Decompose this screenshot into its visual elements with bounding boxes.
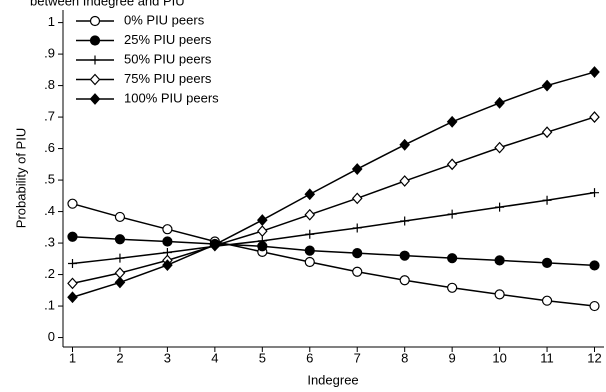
marker <box>589 260 600 271</box>
marker <box>494 97 505 109</box>
marker <box>542 195 552 205</box>
y-axis-label: Probability of PIU <box>13 128 28 228</box>
marker <box>114 276 126 289</box>
marker <box>305 229 315 239</box>
marker <box>257 214 268 226</box>
marker <box>115 253 125 263</box>
marker <box>399 175 410 187</box>
marker <box>257 236 267 246</box>
legend-label: 75% PIU peers <box>124 71 212 86</box>
marker <box>399 275 410 286</box>
marker <box>590 188 600 198</box>
marker <box>494 141 505 154</box>
marker <box>304 256 315 268</box>
marker <box>446 115 458 128</box>
y-tick-label: .5 <box>44 172 55 187</box>
y-tick-label: .1 <box>44 297 55 312</box>
x-tick-label: 7 <box>354 350 361 365</box>
y-tick-label: .8 <box>44 77 55 92</box>
marker <box>589 66 600 78</box>
legend-label: 50% PIU peers <box>124 51 212 66</box>
marker <box>399 138 410 151</box>
x-tick-label: 11 <box>540 350 554 365</box>
x-tick-label: 10 <box>492 350 506 365</box>
x-tick-label: 2 <box>116 350 123 365</box>
y-tick-label: .7 <box>44 109 55 124</box>
marker <box>304 245 315 256</box>
marker <box>352 248 363 259</box>
marker <box>541 126 553 139</box>
legend-marker <box>89 73 101 86</box>
marker <box>446 158 458 171</box>
y-tick-label: .3 <box>44 235 55 250</box>
legend-label: 0% PIU peers <box>124 12 205 27</box>
marker <box>447 253 458 264</box>
marker <box>351 163 363 175</box>
x-tick-label: 3 <box>164 350 171 365</box>
marker <box>114 211 126 223</box>
marker <box>399 250 410 261</box>
chart-title: between Indegree and PIU <box>30 0 185 8</box>
y-tick-label: 0 <box>48 329 55 344</box>
legend-marker <box>89 93 101 105</box>
marker <box>352 266 363 277</box>
x-tick-label: 8 <box>401 350 408 365</box>
legend-marker <box>89 35 101 46</box>
marker <box>495 202 505 212</box>
marker <box>351 192 363 205</box>
marker <box>541 79 553 92</box>
y-tick-label: 1 <box>48 14 55 29</box>
marker <box>114 267 126 279</box>
series-line <box>72 191 595 265</box>
marker <box>67 277 78 290</box>
marker <box>67 259 77 269</box>
x-tick-label: 6 <box>306 350 313 365</box>
x-tick-label: 9 <box>449 350 456 365</box>
marker <box>67 231 78 242</box>
marker <box>400 216 410 226</box>
marker <box>447 282 458 293</box>
series-line <box>72 116 595 285</box>
marker <box>494 289 505 300</box>
marker <box>67 291 78 304</box>
marker <box>162 259 173 272</box>
legend-marker <box>90 55 100 65</box>
marker <box>304 208 316 221</box>
series-line <box>72 202 595 307</box>
y-tick-label: .6 <box>44 140 55 155</box>
marker <box>162 224 173 235</box>
series-line <box>72 71 595 298</box>
marker <box>541 257 553 269</box>
x-axis-label: Indegree <box>307 372 358 387</box>
marker <box>589 111 600 123</box>
marker <box>257 225 268 237</box>
series-line <box>72 236 595 267</box>
x-tick-label: 4 <box>211 350 218 365</box>
marker <box>541 295 553 306</box>
marker <box>447 209 457 219</box>
x-tick-label: 1 <box>69 350 76 365</box>
x-tick-label: 5 <box>259 350 266 365</box>
marker <box>304 188 316 201</box>
marker <box>352 223 362 233</box>
marker <box>209 238 221 251</box>
legend-label: 100% PIU peers <box>124 90 219 105</box>
x-tick-label: 12 <box>587 350 601 365</box>
marker <box>67 198 78 209</box>
y-tick-label: .4 <box>44 203 55 218</box>
marker <box>494 255 505 266</box>
marker <box>114 234 126 245</box>
y-tick-label: .2 <box>44 266 55 281</box>
legend-marker <box>89 15 101 27</box>
marker <box>162 236 173 247</box>
marker <box>589 300 600 312</box>
y-tick-label: .9 <box>44 46 55 61</box>
legend-label: 25% PIU peers <box>124 32 212 47</box>
